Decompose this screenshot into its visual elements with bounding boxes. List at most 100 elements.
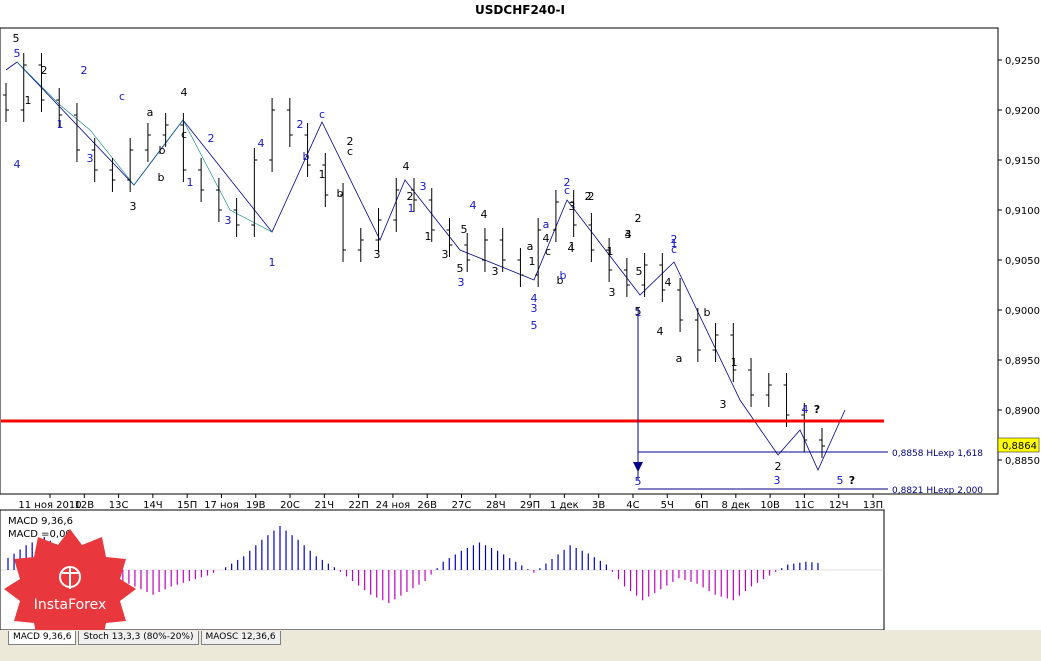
logo-tree-icon (59, 566, 81, 589)
horizontal-levels (1, 315, 888, 490)
wave-label-black: 3 (625, 228, 632, 241)
price-bar (428, 188, 435, 242)
price-bar (340, 183, 347, 262)
wave-label-black: 4 (403, 160, 410, 173)
price-bar (570, 190, 577, 237)
price-bar (180, 113, 187, 182)
tab-stoch[interactable]: Stoch 13,3,3 (80%-20%) (78, 631, 199, 645)
wave-label-blue: 5 (837, 474, 844, 487)
x-tick-label: 15П (177, 500, 197, 511)
price-axis: 0,9250 0,9200 0,9150 0,9100 0,9050 0,9000 0,89… (997, 28, 1040, 494)
wave-label-black: 2 (347, 135, 354, 148)
price-bar (269, 98, 276, 172)
wave-label-black: 3 (374, 248, 381, 261)
wave-label-black: 1 (425, 230, 432, 243)
wave-label-blue: 5 (14, 47, 21, 60)
x-tick-label: 11С (795, 500, 815, 511)
price-bar (819, 428, 825, 458)
instaforex-logo: InstaForex (4, 529, 136, 647)
wave-label-blue: 3 (87, 152, 94, 165)
price-bar (641, 253, 648, 297)
level-label-1618: 0,8858 HLexp 1,618 (892, 449, 983, 459)
price-panel-frame (0, 27, 999, 495)
price-bar (783, 373, 790, 427)
wave-label-blue: 4 (531, 292, 538, 305)
x-tick-label: 21Ч (315, 500, 335, 511)
wave-label-black: a (676, 352, 683, 365)
wave-label-black: 3 (609, 286, 616, 299)
x-tick-label: 12Ч (829, 500, 849, 511)
wave-label-black: 1 (25, 94, 32, 107)
wave-label-blue: 3 (420, 180, 427, 193)
price-bar (73, 103, 80, 162)
wave-lines (5, 61, 846, 471)
wave-label-blue: b (560, 269, 567, 282)
wave-label-black: 5 (636, 265, 643, 278)
wave-label-blue: c (671, 243, 677, 256)
question-mark: ? (814, 403, 820, 416)
price-bar (464, 233, 471, 272)
price-bar (91, 138, 98, 182)
y-tick-label: 0,9150 (1005, 156, 1040, 167)
x-tick-label: 13С (109, 500, 129, 511)
wave-label-blue: 1 (187, 176, 194, 189)
wave-label-blue: 2 (208, 132, 215, 145)
price-bar (198, 158, 205, 202)
price-bar (20, 53, 27, 122)
wave-label-black: b (159, 144, 166, 157)
wave-label-blue: 2 (671, 233, 678, 246)
wave-label-black: 4 (625, 228, 632, 241)
wave-label-black: 4 (481, 208, 488, 221)
price-bar (144, 123, 151, 162)
wave-label-black: 4 (543, 232, 550, 245)
price-bar (233, 198, 240, 237)
wave-label-blue: c (564, 184, 570, 197)
wave-label-black: 3 (130, 200, 137, 213)
x-tick-label: 19В (246, 500, 266, 511)
question-mark: ? (849, 474, 855, 487)
price-bar (3, 83, 9, 122)
wave-label-black: c (545, 245, 551, 258)
y-tick-label: 0,9250 (1005, 56, 1040, 67)
x-tick-label: 20С (280, 500, 300, 511)
wave-label-blue: 5 (531, 319, 538, 332)
price-bar (481, 228, 488, 272)
price-bar (304, 123, 311, 177)
wave-label-black: 3 (569, 200, 576, 213)
wave-label-blue: c (319, 108, 325, 121)
y-tick-label: 0,8900 (1005, 406, 1040, 417)
wave-label-black: 5 (457, 262, 464, 275)
y-tick-label: 0,8950 (1005, 356, 1040, 367)
wave-label-black: 4 (568, 242, 575, 255)
wave-label-black: 1 (529, 255, 536, 268)
price-bar (765, 373, 772, 407)
tab-maosc[interactable]: MAOSC 12,36,6 (200, 631, 281, 645)
x-tick-label: 3В (592, 500, 605, 511)
price-bar (712, 323, 719, 362)
price-bar (535, 218, 542, 287)
x-tick-label: 11 ноя 2010 (18, 500, 81, 511)
tab-macd[interactable]: MACD 9,36,6 (8, 631, 77, 645)
price-bar (694, 308, 701, 362)
price-bar (748, 358, 755, 407)
x-tick-label: 17 ноя (204, 500, 239, 511)
wave-label-black: 4 (181, 86, 188, 99)
price-bars (3, 53, 825, 458)
down-arrow-icon (633, 462, 643, 472)
wave-label-blue: 4 (14, 158, 21, 171)
y-tick-label: 0,8850 (1005, 456, 1040, 467)
x-tick-label: 10В (760, 500, 780, 511)
price-bar (215, 178, 222, 222)
wave-label-black: 1 (569, 240, 576, 253)
wave-label-blue: 1 (408, 202, 415, 215)
price-bar (375, 208, 382, 252)
wave-label-black: a (147, 106, 154, 119)
price-bar (677, 278, 684, 332)
price-bar (517, 248, 524, 287)
wave-label-blue: 3 (531, 302, 538, 315)
price-bar (446, 218, 453, 257)
wave-label-black: 3 (492, 265, 499, 278)
wave-label-black: 2 (585, 190, 592, 203)
